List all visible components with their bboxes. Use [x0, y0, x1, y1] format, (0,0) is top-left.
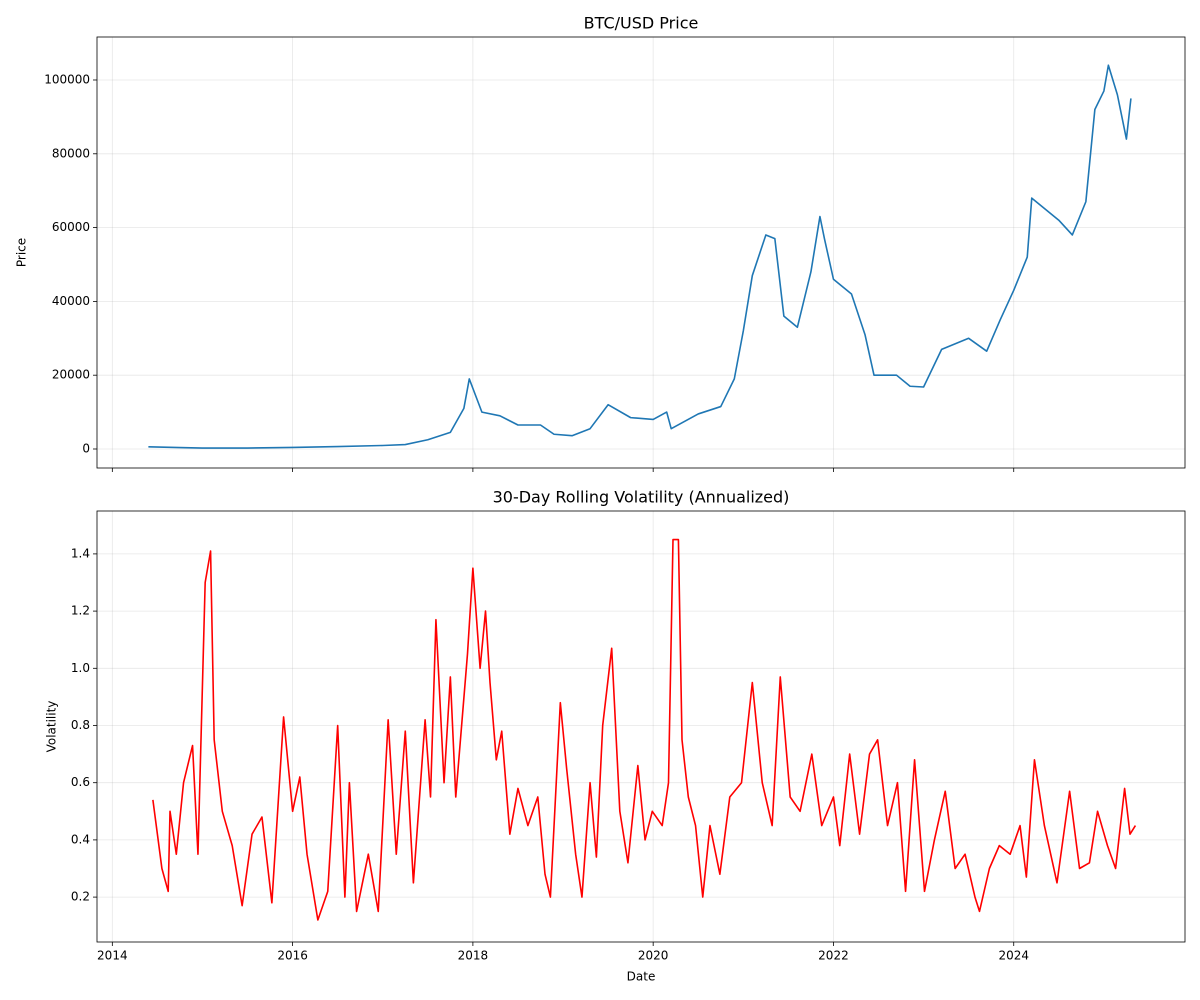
data-line: [148, 64, 1132, 449]
x-tick-label: 2016: [277, 949, 308, 963]
x-tick-label: 2018: [458, 949, 489, 963]
y-tick-label: 40000: [52, 294, 90, 308]
y-tick-label: 20000: [52, 368, 90, 382]
y-tick-label: 0: [82, 441, 90, 455]
y-tick-label: 1.4: [71, 546, 90, 560]
chart-title: BTC/USD Price: [584, 14, 699, 33]
y-tick-label: 0.2: [71, 890, 90, 904]
y-axis-label: Price: [15, 238, 29, 267]
x-axis-label: Date: [627, 970, 656, 984]
y-tick-label: 0.4: [71, 832, 90, 846]
y-tick-label: 1.0: [71, 661, 90, 675]
y-tick-label: 0.8: [71, 718, 90, 732]
chart-title: 30-Day Rolling Volatility (Annualized): [493, 488, 790, 507]
data-line: [152, 538, 1137, 921]
y-tick-label: 1.2: [71, 604, 90, 618]
y-tick-label: 60000: [52, 220, 90, 234]
y-axis-label: Volatility: [45, 701, 59, 753]
y-tick-label: 0.6: [71, 775, 90, 789]
plot-frame: [96, 510, 1186, 943]
plot-frame: [96, 36, 1186, 469]
x-tick-label: 2020: [638, 949, 669, 963]
x-tick-label: 2024: [998, 949, 1029, 963]
y-tick-label: 80000: [52, 146, 90, 160]
x-tick-label: 2022: [818, 949, 849, 963]
y-tick-label: 100000: [44, 72, 90, 86]
x-tick-label: 2014: [97, 949, 128, 963]
